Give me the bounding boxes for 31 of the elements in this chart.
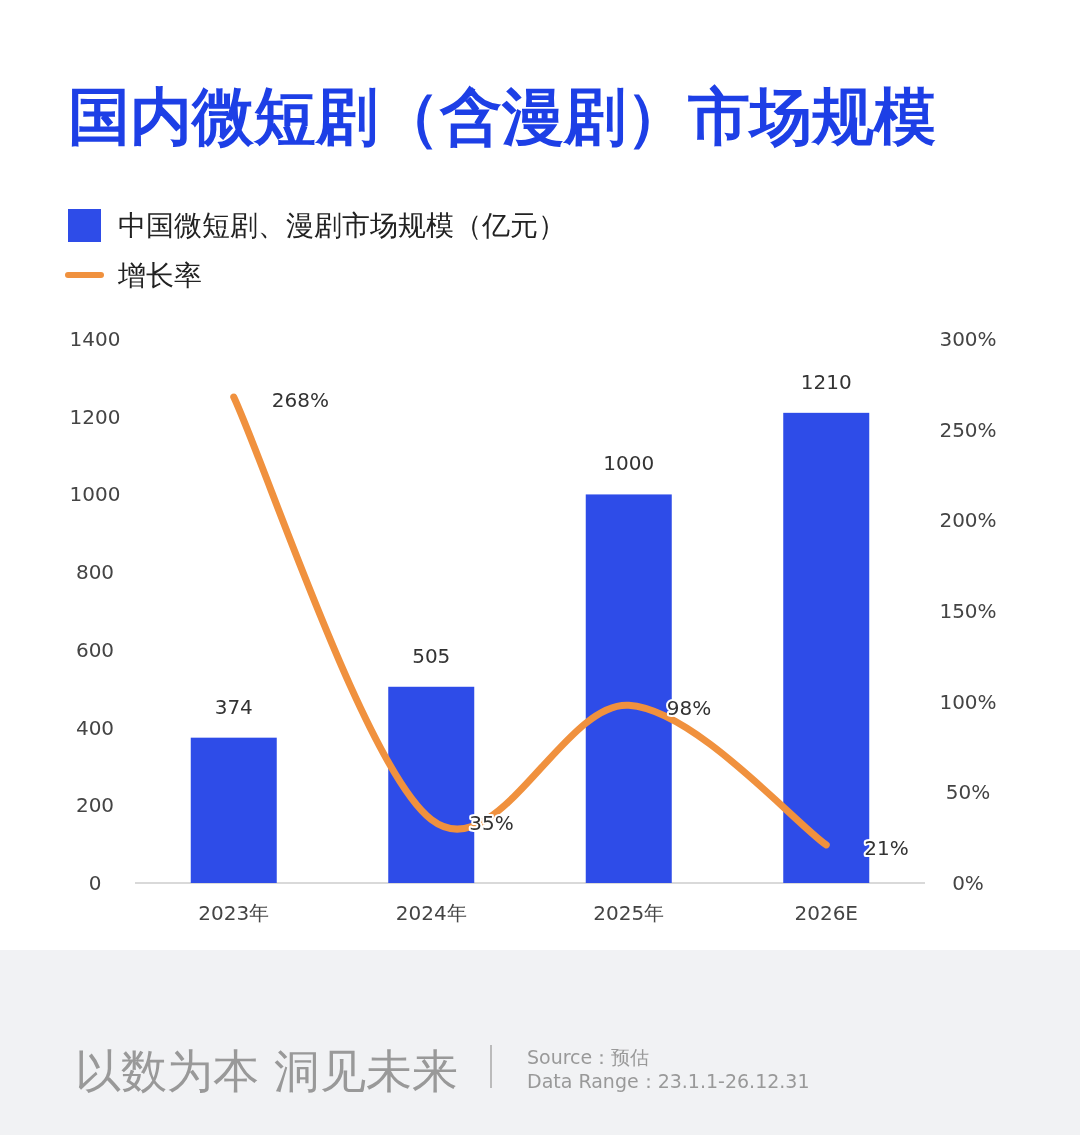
- y-tick-label: 400: [75, 715, 115, 740]
- y-tick-label: 1200: [69, 404, 121, 429]
- y2-tick-label: 0%: [952, 871, 984, 895]
- y-tick-label: 600: [75, 637, 115, 662]
- x-tick-label: 2026E: [794, 901, 859, 925]
- y2-tick-label: 200%: [939, 508, 997, 533]
- bar: [190, 737, 277, 883]
- legend-label: 增长率: [117, 259, 202, 292]
- chart-title: 国内微短剧（含漫剧）市场规模: [68, 80, 936, 153]
- text: Data Range：23.1.1-26.12.31: [527, 1070, 810, 1092]
- y-tick-label: 800: [75, 560, 115, 585]
- y-tick-label: 200: [75, 793, 115, 818]
- y2-tick-label: 150%: [939, 599, 997, 623]
- y2-tick-label: 300%: [939, 327, 997, 351]
- text: 以数为本 洞见未来: [75, 1044, 458, 1098]
- source-note: Source：预估: [527, 1046, 650, 1068]
- legend-label: 中国微短剧、漫剧市场规模（亿元）: [118, 209, 566, 242]
- data-label: 505: [412, 643, 451, 668]
- x-tick-label: 2023年: [198, 901, 270, 925]
- y-tick-label: 1400: [69, 327, 121, 351]
- y2-tick-label: 50%: [945, 780, 991, 805]
- x-tick-label: 2025年: [593, 901, 665, 925]
- data-label: 374: [214, 694, 253, 719]
- y-tick-label: 1000: [69, 482, 121, 507]
- data-label: 268%: [271, 388, 329, 413]
- y2-tick-label: 250%: [939, 417, 997, 442]
- data-label: 1210: [800, 369, 852, 394]
- y2-tick-label: 100%: [939, 689, 997, 714]
- data-label: 1000: [603, 451, 655, 476]
- y-tick-label: 0: [88, 871, 102, 895]
- x-tick-label: 2024年: [395, 901, 467, 925]
